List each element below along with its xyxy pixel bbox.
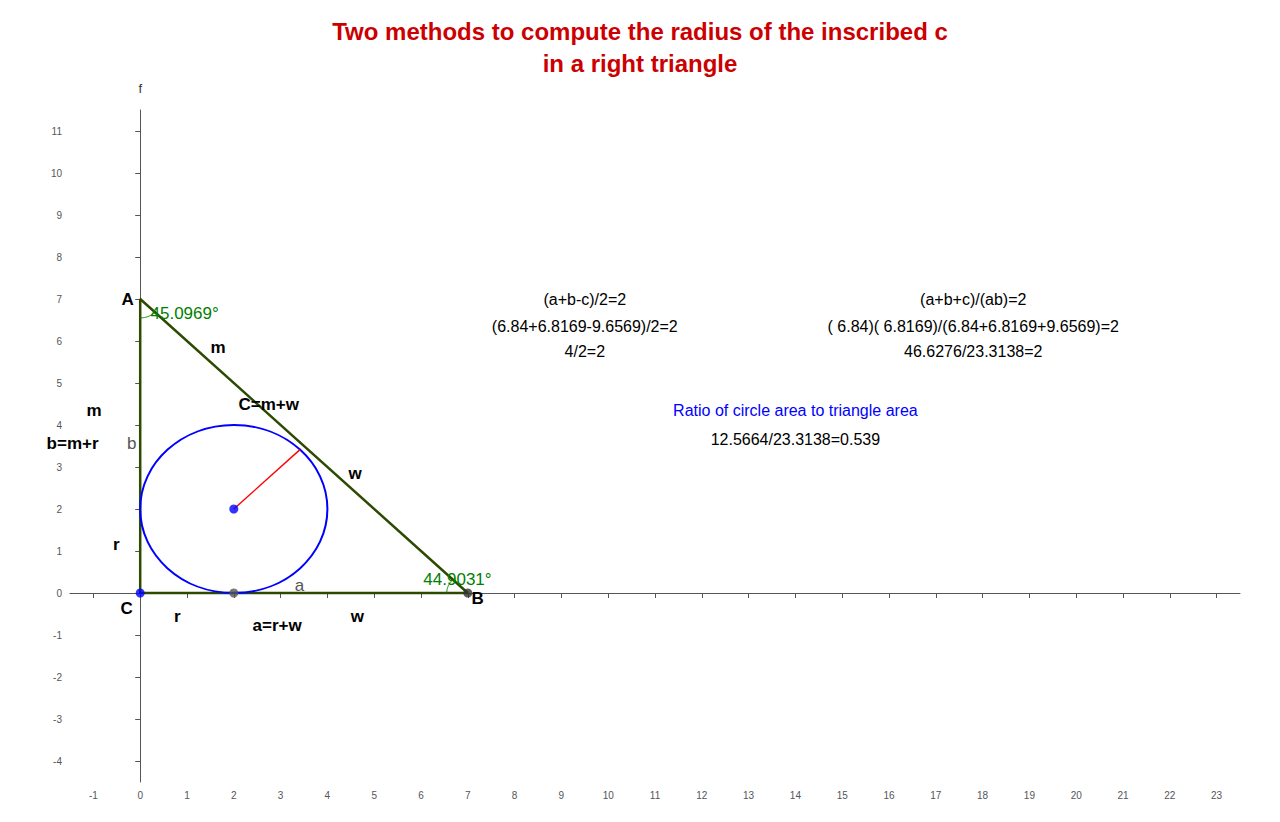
svg-text:17: 17 — [930, 790, 942, 801]
svg-text:44.9031°: 44.9031° — [423, 570, 491, 589]
svg-text:9: 9 — [559, 790, 565, 801]
svg-text:w: w — [347, 464, 362, 483]
svg-text:-1: -1 — [53, 630, 62, 641]
svg-text:46.6276/23.3138=2: 46.6276/23.3138=2 — [904, 343, 1042, 360]
svg-text:m: m — [210, 338, 225, 357]
svg-text:23: 23 — [1211, 790, 1223, 801]
svg-text:-4: -4 — [53, 756, 62, 767]
svg-text:16: 16 — [883, 790, 895, 801]
svg-text:a: a — [295, 576, 305, 595]
svg-text:7: 7 — [56, 294, 62, 305]
svg-text:4: 4 — [325, 790, 331, 801]
svg-text:4: 4 — [56, 420, 62, 431]
svg-text:12: 12 — [696, 790, 708, 801]
svg-text:-1: -1 — [89, 790, 98, 801]
svg-text:10: 10 — [603, 790, 615, 801]
svg-text:a=r+w: a=r+w — [253, 616, 303, 635]
svg-text:C: C — [121, 599, 133, 618]
svg-text:18: 18 — [977, 790, 989, 801]
svg-text:14: 14 — [790, 790, 802, 801]
svg-text:2: 2 — [231, 790, 237, 801]
svg-text:19: 19 — [1024, 790, 1036, 801]
svg-text:1: 1 — [56, 546, 62, 557]
svg-text:12.5664/23.3138=0.539: 12.5664/23.3138=0.539 — [711, 431, 881, 448]
svg-text:3: 3 — [56, 462, 62, 473]
svg-text:r: r — [174, 607, 181, 626]
svg-text:b: b — [127, 434, 136, 453]
svg-text:A: A — [121, 290, 133, 309]
svg-text:b=m+r: b=m+r — [47, 434, 99, 453]
svg-text:9: 9 — [56, 210, 62, 221]
svg-text:B: B — [472, 589, 484, 608]
svg-text:0: 0 — [56, 588, 62, 599]
svg-text:(6.84+6.8169-9.6569)/2=2: (6.84+6.8169-9.6569)/2=2 — [492, 318, 678, 335]
svg-text:1: 1 — [184, 790, 190, 801]
svg-text:C=m+w: C=m+w — [238, 395, 299, 414]
svg-text:7: 7 — [465, 790, 471, 801]
svg-text:3: 3 — [278, 790, 284, 801]
svg-text:20: 20 — [1071, 790, 1083, 801]
svg-text:8: 8 — [512, 790, 518, 801]
svg-text:45.0969°: 45.0969° — [150, 304, 218, 323]
svg-text:21: 21 — [1117, 790, 1129, 801]
svg-text:8: 8 — [56, 252, 62, 263]
svg-text:Ratio of circle area to triang: Ratio of circle area to triangle area — [673, 402, 918, 419]
svg-text:5: 5 — [56, 378, 62, 389]
svg-text:11: 11 — [650, 790, 661, 801]
svg-text:13: 13 — [743, 790, 755, 801]
svg-text:in a right triangle: in a right triangle — [543, 50, 738, 77]
svg-text:22: 22 — [1164, 790, 1176, 801]
svg-text:15: 15 — [837, 790, 849, 801]
svg-text:4/2=2: 4/2=2 — [565, 343, 606, 360]
svg-text:-2: -2 — [53, 672, 62, 683]
svg-text:w: w — [350, 607, 365, 626]
svg-text:11: 11 — [52, 126, 63, 137]
svg-text:Two methods to compute the rad: Two methods to compute the radius of the… — [332, 18, 948, 45]
svg-text:m: m — [86, 401, 101, 420]
svg-text:6: 6 — [418, 790, 424, 801]
svg-text:(a+b+c)/(ab)=2: (a+b+c)/(ab)=2 — [920, 291, 1026, 308]
svg-text:f: f — [138, 81, 142, 96]
svg-text:(a+b-c)/2=2: (a+b-c)/2=2 — [543, 291, 626, 308]
svg-text:-3: -3 — [53, 714, 62, 725]
svg-text:5: 5 — [371, 790, 377, 801]
svg-text:2: 2 — [56, 504, 62, 515]
svg-text:( 6.84)( 6.8169)/(6.84+6.8169+: ( 6.84)( 6.8169)/(6.84+6.8169+9.6569)=2 — [828, 318, 1119, 335]
svg-text:r: r — [113, 535, 120, 554]
svg-text:10: 10 — [51, 168, 63, 179]
svg-text:6: 6 — [56, 336, 62, 347]
svg-text:0: 0 — [137, 790, 143, 801]
